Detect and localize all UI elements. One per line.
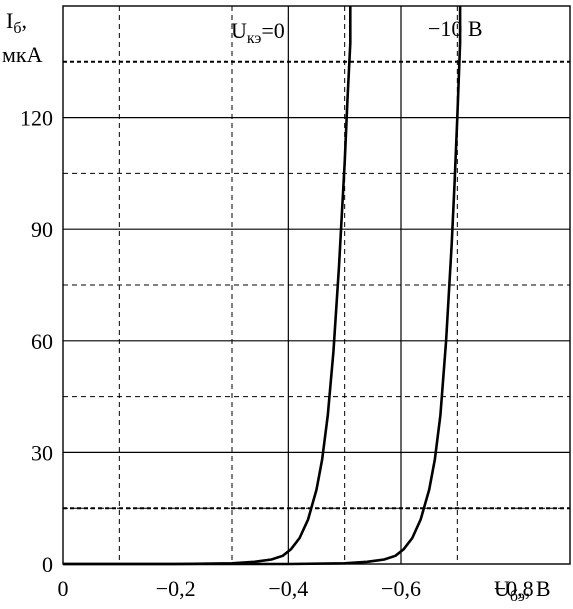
- y-tick-label-0: 0: [42, 552, 53, 577]
- y-tick-label-1: 30: [31, 440, 53, 465]
- y-tick-label-2: 60: [31, 329, 53, 354]
- series-label-0: Uкэ=0: [231, 18, 285, 47]
- y-tick-label-4: 120: [20, 106, 53, 131]
- plot-border: [62, 5, 571, 565]
- y-axis-unit: мкА: [2, 42, 43, 67]
- x-axis-title: Uбэ, В: [494, 576, 551, 605]
- y-axis-title: Iб,: [6, 8, 27, 37]
- x-tick-label-1: −0,2: [156, 576, 196, 601]
- series-line-0: [63, 6, 352, 566]
- x-tick-label-2: −0,4: [268, 576, 308, 601]
- y-tick-label-3: 90: [31, 217, 53, 242]
- x-tick-label-3: −0,6: [381, 576, 421, 601]
- curves: [63, 6, 462, 566]
- x-tick-label-4: −0,8: [494, 576, 534, 601]
- series-label-1: −10 В: [428, 16, 483, 41]
- series-line-1: [63, 6, 462, 566]
- x-tick-label-0: 0: [58, 576, 69, 601]
- tick-labels: 0 30 60 90 120 0 −0,2 −0,4 −0,6 −0,8: [20, 106, 534, 601]
